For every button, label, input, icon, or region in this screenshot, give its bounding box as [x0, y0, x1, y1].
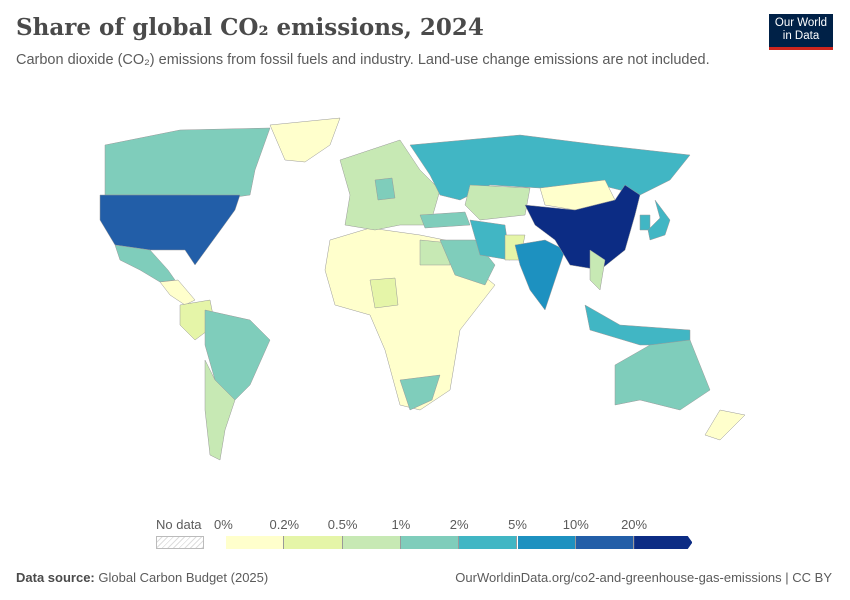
country-africa-other-[interactable] [324, 227, 496, 411]
country-vietnam[interactable] [589, 249, 606, 291]
legend-tick: 20% [621, 517, 648, 532]
country-new-zealand[interactable] [704, 409, 746, 441]
country-south-africa[interactable] [399, 374, 441, 411]
source-label: Data source: [16, 570, 95, 585]
source-url[interactable]: OurWorldinData.org/co2-and-greenhouse-ga… [455, 570, 832, 585]
source-text: Global Carbon Budget (2025) [98, 570, 269, 585]
country-brazil[interactable] [204, 309, 271, 401]
country-india[interactable] [514, 239, 566, 311]
country-kazakhstan[interactable] [464, 184, 531, 221]
country-central-america[interactable] [159, 279, 196, 306]
country-argentina[interactable] [204, 359, 236, 461]
country-united-states[interactable] [99, 194, 241, 266]
map-legend: No data 0% 0.2% 0.5% 1% 2% 5% 10% 20% [150, 515, 710, 555]
legend-bin-4[interactable] [459, 536, 518, 549]
owid-logo[interactable]: Our World in Data [769, 14, 833, 50]
legend-bin-5[interactable] [517, 536, 576, 549]
legend-bin-7[interactable] [634, 536, 693, 549]
no-data-label: No data [156, 517, 202, 532]
logo-text: Our World in Data [774, 17, 828, 42]
legend-tick: 0.5% [327, 517, 358, 532]
legend-tick: 2% [449, 517, 469, 532]
world-map [99, 117, 746, 461]
legend-bin-3[interactable] [400, 536, 460, 549]
legend-tick: 10% [562, 517, 589, 532]
country-germany[interactable] [374, 177, 396, 201]
country-south-korea[interactable] [639, 214, 651, 231]
country-china[interactable] [524, 184, 641, 271]
chart-title: Share of global CO₂ emissions, 2024 [16, 14, 484, 41]
country-turkey[interactable] [419, 211, 471, 229]
country-mexico[interactable] [114, 244, 176, 283]
legend-tick: 5% [508, 517, 527, 532]
country-canada[interactable] [104, 127, 271, 201]
legend-bin-2[interactable] [342, 536, 401, 549]
country-greenland[interactable] [269, 117, 341, 163]
country-indonesia[interactable] [584, 304, 691, 346]
country-japan[interactable] [647, 199, 671, 241]
data-source: Data source: Global Carbon Budget (2025) [16, 570, 268, 585]
legend-bin-1[interactable] [284, 536, 343, 549]
no-data-swatch [156, 536, 204, 549]
country-australia[interactable] [614, 339, 711, 411]
legend-bin-0[interactable] [226, 536, 285, 549]
chart-subtitle: Carbon dioxide (CO₂) emissions from foss… [16, 52, 710, 68]
legend-tick: 0.2% [269, 517, 300, 532]
legend-bin-6[interactable] [575, 536, 635, 549]
country-nigeria[interactable] [369, 277, 399, 309]
legend-tick: 0% [214, 517, 233, 532]
legend-tick: 1% [391, 517, 411, 532]
